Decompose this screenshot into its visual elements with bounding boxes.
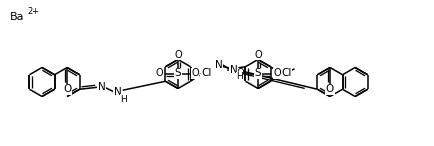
Text: O: O xyxy=(63,85,71,94)
Text: O: O xyxy=(325,85,333,94)
Text: ⁻: ⁻ xyxy=(198,72,203,81)
Text: N: N xyxy=(98,82,105,92)
Text: Ba: Ba xyxy=(10,12,24,22)
Text: O: O xyxy=(253,49,261,60)
Text: H: H xyxy=(120,95,127,104)
Text: 2+: 2+ xyxy=(27,7,39,16)
Text: N: N xyxy=(214,60,222,70)
Text: Cl: Cl xyxy=(281,68,291,78)
Text: O: O xyxy=(174,49,181,60)
Text: N: N xyxy=(229,65,237,75)
Text: H: H xyxy=(236,72,242,81)
Text: O: O xyxy=(155,68,162,79)
Text: S: S xyxy=(254,68,261,79)
Text: O: O xyxy=(236,68,243,79)
Text: ⁻: ⁻ xyxy=(231,72,236,81)
Text: O: O xyxy=(273,68,280,79)
Text: Cl: Cl xyxy=(201,68,211,78)
Text: S: S xyxy=(174,68,181,79)
Text: O: O xyxy=(191,68,198,79)
Text: N: N xyxy=(114,87,121,97)
